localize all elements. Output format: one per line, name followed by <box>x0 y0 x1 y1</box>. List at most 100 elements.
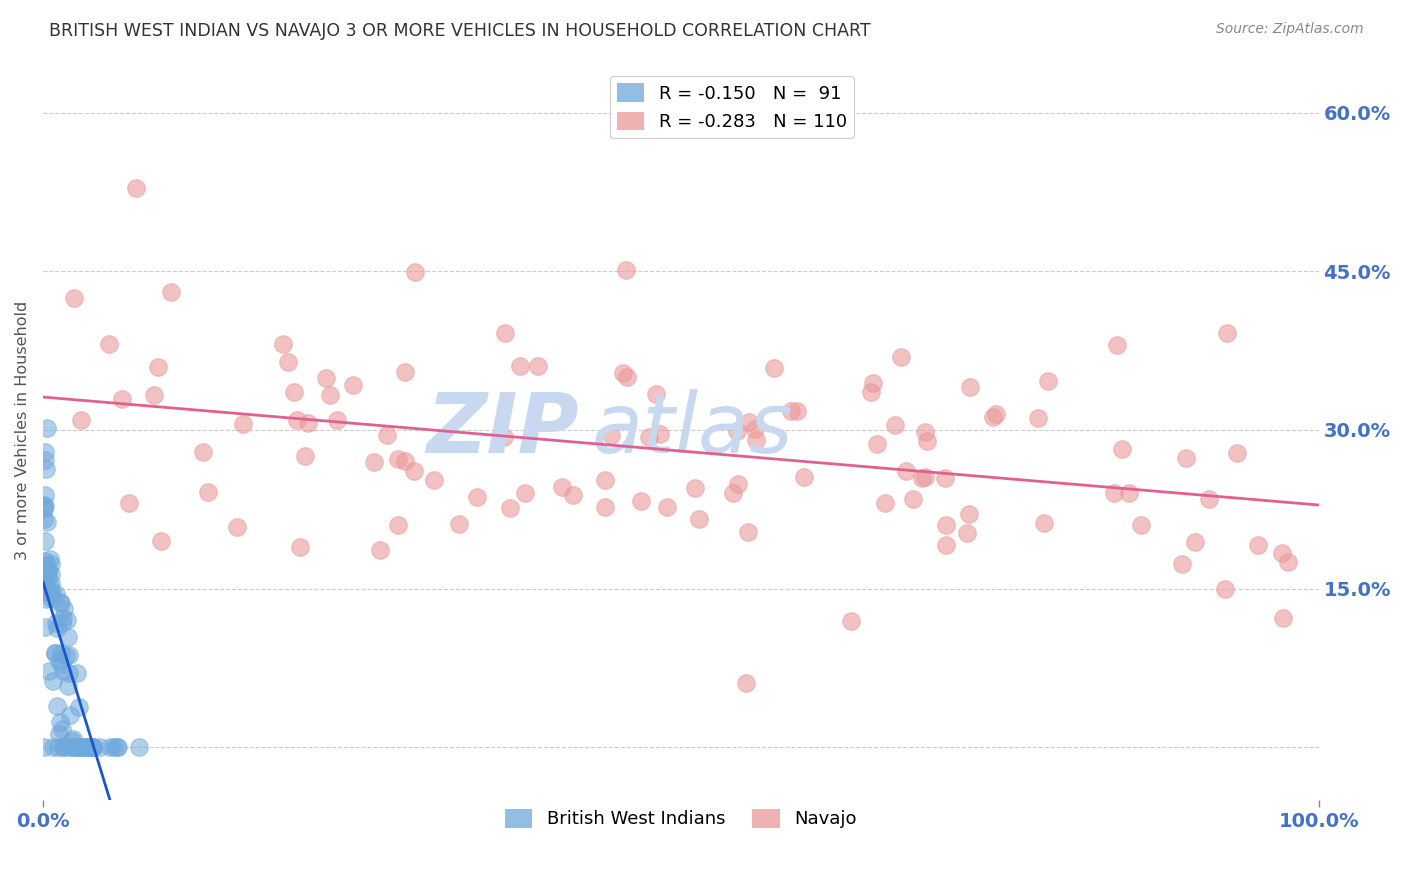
Point <box>49 595 72 609</box>
Point <box>981 409 1004 424</box>
Point <box>52 740 75 755</box>
Point <box>98 740 121 755</box>
Point <box>32 498 55 512</box>
Point <box>62 732 84 747</box>
Point <box>294 450 316 464</box>
Point <box>494 430 516 444</box>
Point <box>959 380 981 394</box>
Point <box>42 673 65 688</box>
Point <box>734 675 756 690</box>
Point <box>935 538 957 552</box>
Point <box>82 740 104 755</box>
Point <box>655 500 678 514</box>
Point <box>644 386 666 401</box>
Point <box>614 263 637 277</box>
Point <box>283 385 305 400</box>
Point <box>865 437 887 451</box>
Point <box>34 620 56 634</box>
Point <box>51 657 73 672</box>
Point <box>737 525 759 540</box>
Point <box>107 740 129 755</box>
Point <box>51 616 73 631</box>
Point <box>1246 538 1268 552</box>
Point <box>48 740 70 755</box>
Point <box>48 727 70 741</box>
Point <box>56 679 79 693</box>
Point <box>58 665 80 680</box>
Point <box>1129 518 1152 533</box>
Point <box>56 613 79 627</box>
Point <box>1033 516 1056 530</box>
Point <box>297 417 319 431</box>
Point <box>957 507 980 521</box>
Point <box>901 492 924 507</box>
Point <box>34 445 56 459</box>
Point <box>55 648 77 663</box>
Text: ZIP: ZIP <box>426 390 579 470</box>
Point <box>39 575 62 590</box>
Point <box>38 552 60 566</box>
Point <box>58 648 80 663</box>
Point <box>66 740 89 755</box>
Point <box>1184 535 1206 549</box>
Point <box>67 740 90 755</box>
Point <box>288 540 311 554</box>
Point <box>52 611 75 625</box>
Point <box>89 740 111 755</box>
Point <box>146 359 169 374</box>
Point <box>630 494 652 508</box>
Point <box>394 454 416 468</box>
Point <box>648 426 671 441</box>
Point <box>394 365 416 379</box>
Point <box>1107 337 1129 351</box>
Point <box>69 740 91 755</box>
Point <box>894 464 917 478</box>
Point <box>1118 486 1140 500</box>
Point <box>527 359 550 374</box>
Point <box>56 630 79 644</box>
Point <box>97 337 120 351</box>
Point <box>277 355 299 369</box>
Point <box>688 512 710 526</box>
Point <box>1102 486 1125 500</box>
Point <box>128 740 150 755</box>
Point <box>1226 446 1249 460</box>
Point <box>41 586 63 600</box>
Point <box>34 453 56 467</box>
Point <box>342 377 364 392</box>
Point <box>117 496 139 510</box>
Point <box>51 723 73 737</box>
Text: Source: ZipAtlas.com: Source: ZipAtlas.com <box>1216 22 1364 37</box>
Point <box>1171 557 1194 571</box>
Point <box>600 428 623 442</box>
Point <box>44 646 66 660</box>
Point <box>37 570 59 584</box>
Point <box>62 291 84 305</box>
Point <box>80 740 103 755</box>
Point <box>67 700 90 714</box>
Point <box>143 388 166 402</box>
Point <box>860 385 883 400</box>
Y-axis label: 3 or more Vehicles in Household: 3 or more Vehicles in Household <box>15 301 30 559</box>
Point <box>725 424 748 438</box>
Point <box>1036 375 1059 389</box>
Point <box>780 403 803 417</box>
Point <box>45 699 67 714</box>
Point <box>45 587 67 601</box>
Point <box>49 715 72 730</box>
Point <box>595 500 617 515</box>
Point <box>73 740 96 755</box>
Point <box>32 579 55 593</box>
Point <box>745 433 768 447</box>
Point <box>37 558 59 573</box>
Point <box>35 592 58 607</box>
Point <box>1272 611 1295 625</box>
Point <box>1198 492 1220 507</box>
Point <box>103 740 125 755</box>
Point <box>35 563 58 577</box>
Text: atlas: atlas <box>592 390 793 470</box>
Point <box>51 596 73 610</box>
Point <box>79 740 101 755</box>
Point <box>315 371 337 385</box>
Point <box>149 534 172 549</box>
